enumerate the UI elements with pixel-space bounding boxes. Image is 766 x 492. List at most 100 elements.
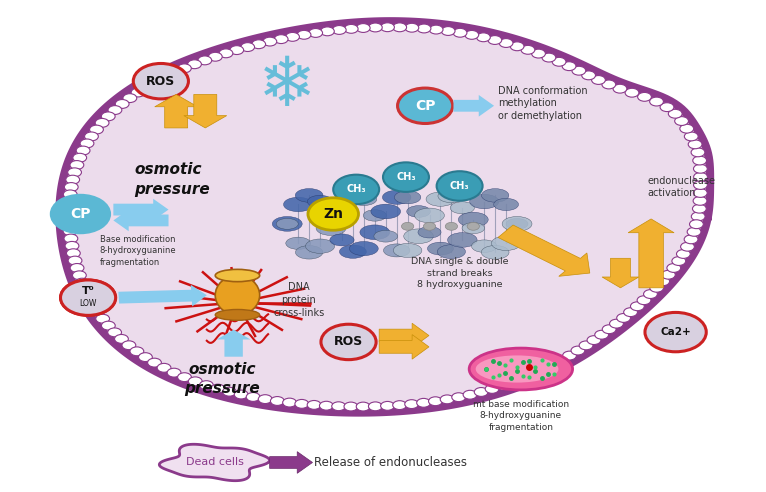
Circle shape [684,235,698,244]
Circle shape [70,264,84,273]
Circle shape [61,280,116,315]
Polygon shape [184,94,227,128]
Circle shape [691,148,705,157]
Circle shape [692,204,706,213]
Circle shape [602,80,616,89]
Ellipse shape [462,222,485,234]
Circle shape [295,400,309,408]
Circle shape [286,32,300,41]
Circle shape [488,35,502,44]
Text: osmotic
pressure: osmotic pressure [134,162,210,197]
Text: CH₃: CH₃ [396,172,416,182]
Ellipse shape [404,229,434,244]
Ellipse shape [374,230,398,242]
Circle shape [424,222,436,230]
Circle shape [63,219,77,228]
Circle shape [554,356,568,365]
Ellipse shape [316,221,346,236]
Circle shape [545,361,559,369]
Circle shape [90,307,104,316]
Circle shape [64,190,77,199]
Circle shape [521,45,535,54]
Circle shape [381,23,394,31]
Circle shape [63,227,77,236]
Text: ROS: ROS [146,75,175,88]
Circle shape [332,402,345,411]
Polygon shape [60,21,710,412]
Circle shape [333,175,379,204]
Circle shape [526,369,540,378]
Circle shape [274,35,288,44]
Ellipse shape [470,194,499,209]
Circle shape [51,195,110,233]
Ellipse shape [319,214,342,225]
Circle shape [283,398,296,407]
Circle shape [321,324,376,360]
Circle shape [86,300,100,309]
Circle shape [96,314,110,323]
Circle shape [401,222,414,230]
Circle shape [258,395,272,403]
Ellipse shape [277,218,298,229]
Circle shape [270,397,284,405]
Circle shape [356,402,370,411]
Ellipse shape [327,201,357,215]
Circle shape [309,29,322,37]
Ellipse shape [307,195,332,208]
Circle shape [393,23,407,32]
Circle shape [178,64,192,73]
Circle shape [65,242,79,250]
Ellipse shape [426,192,455,206]
Ellipse shape [437,245,466,259]
Circle shape [693,164,707,173]
Circle shape [474,388,488,397]
Circle shape [579,341,593,350]
Text: Ca2+: Ca2+ [660,327,691,337]
Circle shape [562,62,576,70]
Circle shape [62,212,76,221]
Text: endonuclease
activation: endonuclease activation [647,176,715,198]
Ellipse shape [472,240,497,252]
Circle shape [320,27,334,36]
Ellipse shape [296,246,322,259]
Circle shape [82,293,96,302]
Circle shape [108,106,122,115]
Text: DNA single & double
strand breaks
8 hydroxyguanine: DNA single & double strand breaks 8 hydr… [411,257,509,289]
Circle shape [101,321,115,330]
Ellipse shape [427,242,453,255]
Circle shape [650,97,663,106]
Circle shape [332,26,346,34]
Circle shape [404,400,418,408]
Ellipse shape [360,225,390,240]
Ellipse shape [283,197,313,212]
Circle shape [496,381,509,390]
Circle shape [356,24,370,32]
Ellipse shape [414,208,444,223]
Circle shape [625,88,639,97]
Circle shape [139,83,153,92]
Circle shape [613,84,627,93]
Circle shape [676,249,690,258]
Circle shape [572,66,586,75]
Circle shape [188,60,201,69]
Circle shape [115,99,129,108]
Ellipse shape [295,188,323,202]
Polygon shape [113,210,169,231]
Circle shape [178,373,192,382]
Circle shape [516,374,530,383]
Circle shape [308,198,358,230]
Circle shape [688,140,702,149]
Ellipse shape [394,191,421,204]
Ellipse shape [215,270,260,281]
Circle shape [465,31,479,39]
Ellipse shape [482,188,509,202]
Circle shape [656,277,669,286]
Circle shape [689,220,703,229]
Circle shape [344,402,358,411]
Circle shape [208,52,222,61]
Circle shape [70,160,83,169]
Circle shape [115,335,129,343]
Circle shape [149,78,162,87]
Text: DNA
protein
cross-links: DNA protein cross-links [273,282,324,318]
Circle shape [617,313,630,322]
